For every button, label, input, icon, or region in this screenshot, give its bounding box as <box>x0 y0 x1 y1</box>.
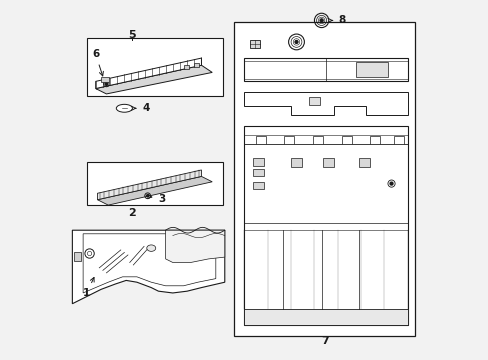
Text: 6: 6 <box>92 49 103 76</box>
Polygon shape <box>165 230 224 262</box>
Bar <box>101 77 109 82</box>
Circle shape <box>389 182 392 185</box>
Text: 8: 8 <box>327 15 346 26</box>
Bar <box>393 136 403 144</box>
Bar <box>194 63 199 67</box>
Text: 3: 3 <box>147 194 165 204</box>
Circle shape <box>146 195 148 197</box>
Bar <box>290 158 301 167</box>
Bar <box>253 169 264 176</box>
Bar <box>369 136 380 144</box>
Bar <box>183 65 188 69</box>
Ellipse shape <box>116 104 132 112</box>
Polygon shape <box>97 170 201 200</box>
Bar <box>253 158 264 166</box>
Ellipse shape <box>146 245 155 251</box>
Text: 1: 1 <box>83 278 94 298</box>
Circle shape <box>320 19 322 22</box>
Bar <box>244 126 407 325</box>
Bar <box>233 22 414 336</box>
Bar <box>255 136 265 144</box>
Polygon shape <box>244 58 407 81</box>
Circle shape <box>105 82 108 85</box>
Polygon shape <box>97 176 212 205</box>
Polygon shape <box>244 92 407 116</box>
Bar <box>253 182 264 189</box>
Text: 7: 7 <box>321 336 328 346</box>
Polygon shape <box>96 65 212 94</box>
Bar <box>308 97 319 105</box>
Bar <box>355 62 387 77</box>
Bar <box>249 40 260 48</box>
Text: 4: 4 <box>131 103 149 113</box>
Circle shape <box>294 41 297 43</box>
Bar <box>284 136 294 144</box>
Bar <box>86 162 223 205</box>
Bar <box>323 158 333 167</box>
Bar <box>86 39 223 96</box>
Bar <box>341 136 351 144</box>
Bar <box>359 158 369 167</box>
Bar <box>312 136 323 144</box>
Polygon shape <box>244 309 407 325</box>
Polygon shape <box>72 230 224 304</box>
Text: 5: 5 <box>127 30 135 40</box>
Polygon shape <box>96 58 201 89</box>
Bar <box>74 252 81 261</box>
Text: 2: 2 <box>127 208 135 217</box>
